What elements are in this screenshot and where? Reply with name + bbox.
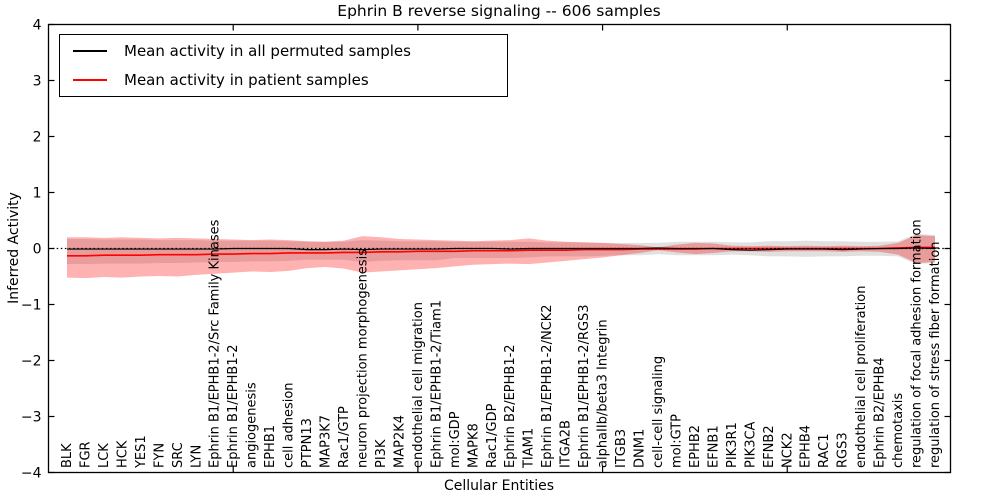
x-category-label: HCK <box>115 440 130 468</box>
x-axis-label: Cellular Entities <box>443 478 555 494</box>
y-tick-label: −4 <box>21 466 42 482</box>
x-category-label: LYN <box>189 445 204 468</box>
legend-item-permuted: Mean activity in all permuted samples <box>60 37 507 65</box>
y-tick-label: 0 <box>33 242 42 258</box>
x-category-label: RGS3 <box>836 432 851 468</box>
permuted-line-swatch <box>73 49 107 52</box>
x-category-label: PIK3R1 <box>725 422 740 468</box>
x-category-label: EPHB4 <box>799 425 814 468</box>
y-tick-label: 3 <box>33 74 42 90</box>
x-category-label: FGR <box>78 441 93 468</box>
x-category-label: EPHB1 <box>263 425 278 468</box>
legend-label-permuted: Mean activity in all permuted samples <box>124 41 411 60</box>
x-category-label: MAP3K7 <box>319 415 334 468</box>
x-category-label: TIAM1 <box>522 428 537 469</box>
x-category-label: alphaIIb/beta3 Integrin <box>596 319 611 468</box>
x-category-label: endothelial cell migration <box>411 302 426 468</box>
x-category-label: regulation of focal adhesion formation <box>910 219 925 468</box>
x-category-label: EPHB2 <box>688 425 703 468</box>
x-category-label: MAPK8 <box>466 423 481 468</box>
x-category-label: chemotaxis <box>891 393 906 468</box>
x-category-label: mol:GDP <box>448 411 463 468</box>
chart-title: Ephrin B reverse signaling -- 606 sample… <box>337 2 661 20</box>
x-category-label: MAP2K4 <box>392 415 407 468</box>
y-tick-label: −2 <box>21 354 42 370</box>
y-tick-label: 1 <box>33 186 42 202</box>
x-category-label: Ephrin B1/EPHB1-2 <box>226 344 241 468</box>
patient-line-swatch <box>73 79 107 82</box>
y-tick-label: 2 <box>33 130 42 146</box>
x-category-label: DNM1 <box>633 429 648 468</box>
x-category-label: SRC <box>171 442 186 468</box>
x-category-label: Ephrin B1/EPHB1-2/NCK2 <box>540 304 555 468</box>
x-category-label: RAC1 <box>817 433 832 468</box>
x-category-label: Ephrin B2/EPHB4 <box>873 357 888 468</box>
x-category-label: Ephrin B1/EPHB1-2/RGS3 <box>577 304 592 468</box>
x-category-label: BLK <box>60 443 75 468</box>
x-category-label: Rac1/GDP <box>485 403 500 468</box>
x-category-label: LCK <box>97 443 112 468</box>
x-category-label: cell adhesion <box>282 382 297 468</box>
legend-box: Mean activity in all permuted samples Me… <box>59 34 508 97</box>
x-category-label: NCK2 <box>780 432 795 468</box>
x-category-label: PTPN13 <box>300 418 315 468</box>
x-category-label: angiogenesis <box>245 382 260 468</box>
x-category-label: EFNB2 <box>762 425 777 468</box>
y-tick-label: −3 <box>21 410 42 426</box>
x-category-label: Ephrin B1/EPHB1-2/Src Family Kinases <box>208 219 223 468</box>
x-category-label: PIK3CA <box>743 421 758 468</box>
x-category-label: FYN <box>152 443 167 468</box>
patient-std-band <box>67 235 935 279</box>
x-category-label: Rac1/GTP <box>337 406 352 468</box>
y-tick-label: −1 <box>21 298 42 314</box>
y-tick-label: 4 <box>33 18 42 34</box>
y-axis-label: Inferred Activity <box>6 192 22 304</box>
x-category-label: endothelial cell proliferation <box>854 286 869 469</box>
x-category-label: YES1 <box>134 435 149 469</box>
x-category-label: regulation of stress fiber formation <box>928 241 943 468</box>
x-category-label: ITGA2B <box>559 420 574 468</box>
x-category-label: PI3K <box>374 439 389 468</box>
x-category-label: Ephrin B1/EPHB1-2/Tiam1 <box>429 300 444 468</box>
x-category-label: neuron projection morphogenesis <box>355 249 370 468</box>
x-category-label: Ephrin B2/EPHB1-2 <box>503 344 518 468</box>
legend-label-patient: Mean activity in patient samples <box>124 71 369 90</box>
x-category-label: cell-cell signaling <box>651 356 666 468</box>
x-category-label: ITGB3 <box>614 429 629 468</box>
x-category-label: EFNB1 <box>706 425 721 468</box>
x-category-label: mol:GTP <box>669 414 684 468</box>
legend-item-patient: Mean activity in patient samples <box>60 66 507 94</box>
